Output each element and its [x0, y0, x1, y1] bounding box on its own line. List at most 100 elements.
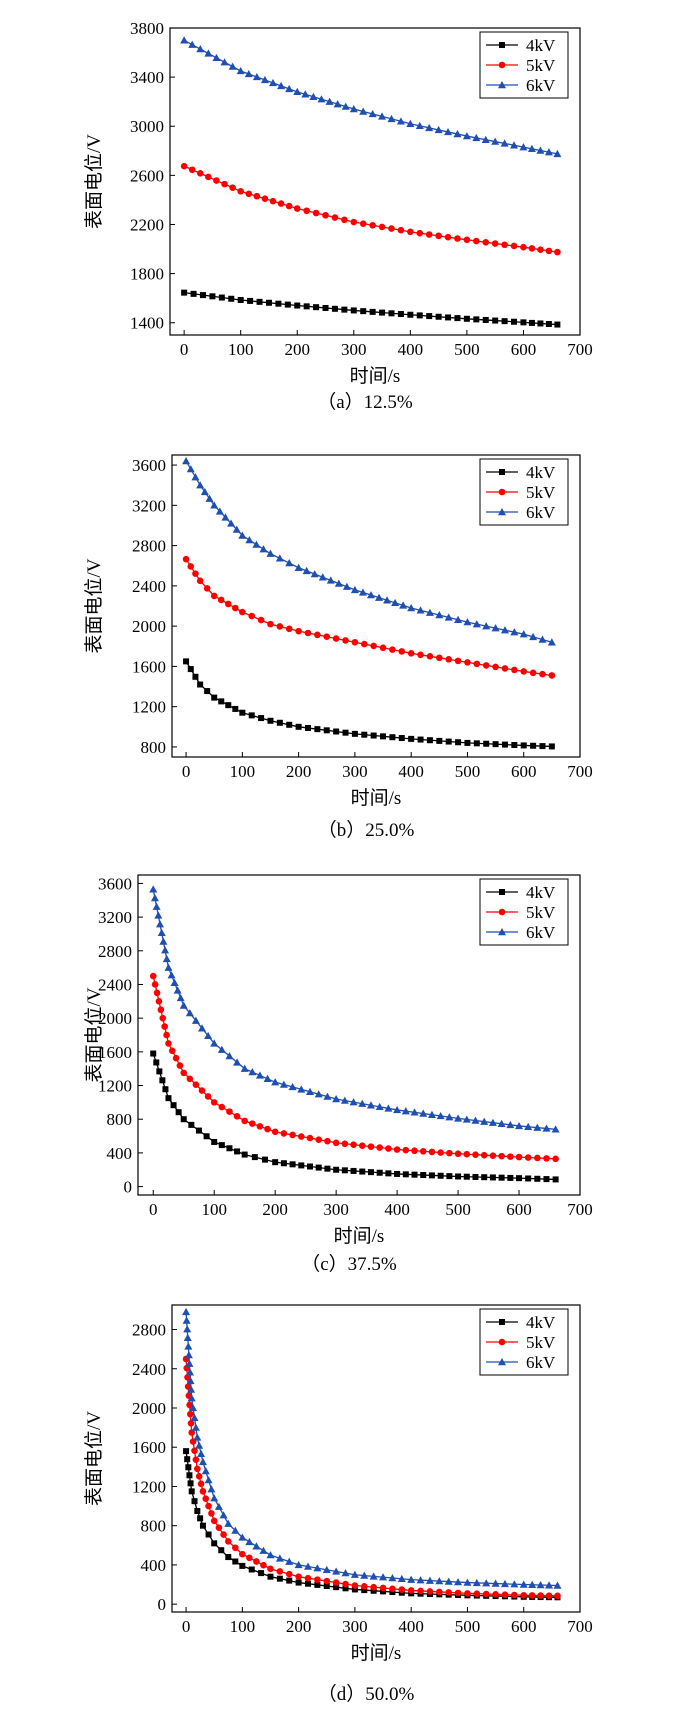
y-tick-label: 2000: [132, 1399, 166, 1418]
y-tick-label: 1200: [132, 1477, 166, 1496]
data-point: [312, 209, 320, 217]
series-5kV: [180, 162, 561, 256]
data-point: [322, 304, 329, 311]
y-tick-label: 800: [107, 1110, 133, 1129]
legend-label: 4kV: [526, 883, 556, 902]
data-point: [480, 1117, 489, 1125]
x-tick-label: 400: [398, 762, 424, 781]
data-point: [358, 588, 367, 596]
data-point: [454, 1114, 463, 1122]
data-point: [428, 1172, 435, 1179]
data-point: [543, 1176, 550, 1183]
data-point: [435, 611, 444, 619]
data-point: [492, 663, 499, 671]
data-point: [436, 654, 443, 662]
data-point: [407, 228, 414, 236]
data-point: [183, 1448, 190, 1455]
data-point: [314, 1090, 323, 1098]
data-point: [407, 1587, 415, 1594]
data-point: [539, 743, 546, 750]
data-point: [165, 1095, 172, 1102]
x-tick-label: 0: [182, 762, 191, 781]
data-point: [539, 670, 546, 678]
data-point: [220, 58, 229, 66]
data-point: [241, 1117, 248, 1125]
data-point: [455, 1173, 462, 1180]
data-point: [367, 1143, 375, 1150]
y-tick-label: 0: [158, 1595, 167, 1614]
data-point: [180, 36, 189, 44]
data-point: [425, 123, 434, 132]
data-point: [293, 205, 301, 212]
y-tick-label: 2000: [132, 617, 166, 636]
data-point: [210, 592, 218, 600]
data-point: [516, 1175, 523, 1182]
data-point: [185, 1464, 192, 1471]
series-4kV: [183, 658, 555, 750]
data-point: [194, 1507, 201, 1514]
data-point: [179, 1001, 188, 1009]
data-point: [266, 1551, 275, 1559]
x-tick-label: 200: [262, 1200, 288, 1219]
data-point: [444, 1577, 453, 1585]
data-point: [361, 731, 368, 738]
data-point: [232, 525, 241, 533]
data-point: [313, 304, 320, 311]
data-point: [552, 1155, 559, 1163]
data-point: [379, 644, 387, 652]
data-point: [277, 200, 285, 207]
y-tick-label: 3200: [98, 908, 132, 927]
data-point: [212, 53, 221, 62]
data-point: [228, 295, 235, 302]
data-point: [380, 733, 387, 740]
data-point: [271, 1128, 279, 1136]
data-point: [197, 681, 204, 688]
data-point: [463, 1578, 472, 1586]
data-point: [172, 1054, 180, 1062]
legend-label: 4kV: [526, 463, 556, 482]
data-point: [295, 1579, 302, 1586]
data-point: [416, 229, 424, 237]
x-tick-label: 200: [286, 762, 312, 781]
data-point: [407, 650, 415, 657]
data-point: [444, 233, 452, 241]
data-point: [249, 1120, 256, 1127]
data-point: [482, 238, 490, 246]
data-point: [398, 735, 405, 742]
series-6kV: [182, 1307, 562, 1589]
data-point: [472, 133, 481, 142]
data-point: [161, 1023, 168, 1030]
data-point: [472, 1578, 481, 1587]
x-tick-label: 500: [455, 1617, 481, 1636]
data-point: [436, 1111, 445, 1120]
y-tick-label: 2600: [130, 166, 164, 185]
data-point: [289, 1161, 296, 1168]
x-tick-label: 300: [341, 340, 367, 359]
legend-label: 4kV: [526, 36, 556, 55]
data-point: [192, 1456, 200, 1464]
data-point: [529, 669, 537, 677]
data-point: [511, 318, 518, 325]
data-point: [285, 1557, 294, 1565]
data-point: [275, 300, 282, 307]
data-point: [393, 1105, 402, 1114]
data-point: [279, 1080, 288, 1088]
data-point: [262, 1156, 269, 1163]
data-point: [276, 719, 283, 726]
data-point: [398, 648, 406, 655]
data-point: [473, 1590, 481, 1597]
data-point: [397, 1574, 406, 1583]
data-point: [350, 307, 357, 314]
y-axis-label: 表面电位/V: [83, 558, 105, 653]
data-point: [156, 1068, 163, 1075]
series-line: [152, 1053, 556, 1181]
data-point: [399, 601, 408, 609]
data-point: [426, 313, 433, 320]
data-point: [211, 694, 218, 701]
data-point: [368, 109, 377, 118]
data-point: [267, 620, 274, 628]
data-point: [515, 1121, 524, 1130]
data-point: [184, 1374, 191, 1381]
data-point: [198, 1457, 207, 1466]
